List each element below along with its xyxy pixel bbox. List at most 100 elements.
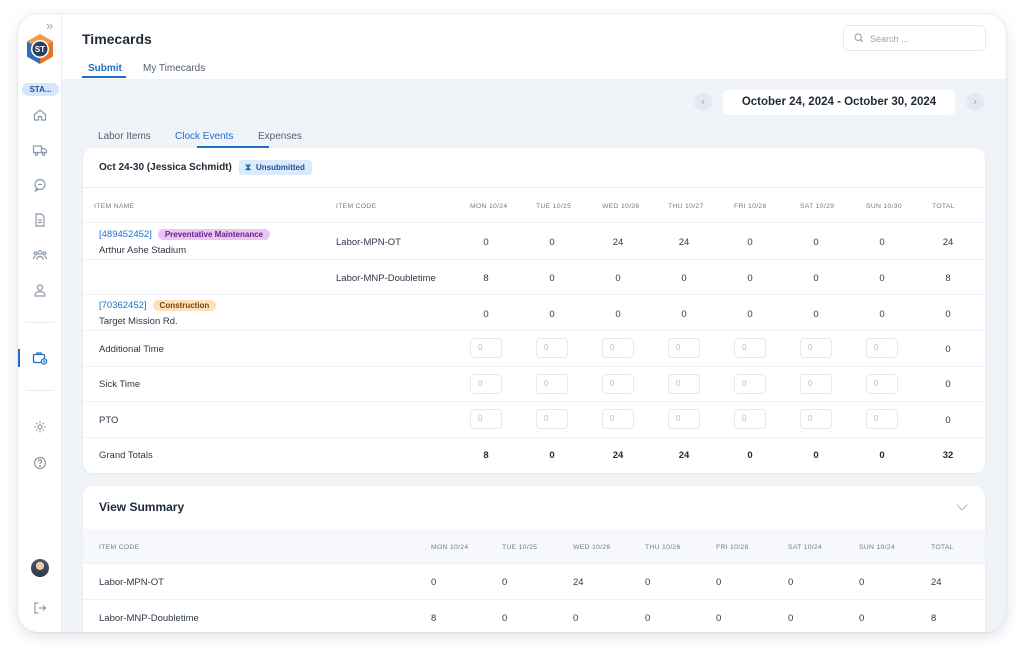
hours-input[interactable]: 0 bbox=[866, 374, 898, 394]
day-value: 0 bbox=[502, 613, 508, 624]
table-header-row: ITEM NAME ITEM CODE MON 10/24 TUE 10/25 … bbox=[83, 188, 985, 223]
day-value: 24 bbox=[573, 577, 584, 588]
column-header: SUN 10/24 bbox=[859, 544, 895, 551]
row-total: 8 bbox=[931, 613, 937, 624]
day-value: 0 bbox=[549, 237, 555, 248]
total-value: 8 bbox=[483, 450, 489, 461]
subtab-expenses[interactable]: Expenses bbox=[258, 131, 302, 142]
table-row[interactable]: Labor-MNP-Doubletime 8 0 0 0 0 0 0 8 bbox=[83, 260, 985, 295]
tab-submit[interactable]: Submit bbox=[88, 63, 122, 74]
row-total: 0 bbox=[945, 344, 951, 355]
day-value: 0 bbox=[859, 577, 865, 588]
item-id-link[interactable]: [70362452] bbox=[99, 300, 147, 311]
expand-sidebar-icon[interactable]: » bbox=[46, 18, 53, 33]
day-value: 0 bbox=[615, 309, 621, 320]
column-header: WED 10/26 bbox=[602, 203, 640, 210]
hours-input[interactable]: 0 bbox=[668, 338, 700, 358]
hours-input[interactable]: 0 bbox=[800, 409, 832, 429]
table-row[interactable]: [489452452] Preventative Maintenance Arth… bbox=[83, 223, 985, 260]
team-icon[interactable] bbox=[32, 247, 48, 263]
hours-input[interactable]: 0 bbox=[470, 374, 502, 394]
day-value: 0 bbox=[879, 309, 885, 320]
table-row[interactable]: [70362452] Construction Target Mission Rd… bbox=[83, 295, 985, 331]
help-icon[interactable] bbox=[32, 455, 48, 471]
total-value: 0 bbox=[813, 450, 819, 461]
hours-input[interactable]: 0 bbox=[602, 338, 634, 358]
avatar[interactable] bbox=[31, 559, 49, 577]
hours-input[interactable]: 0 bbox=[866, 338, 898, 358]
column-header: THU 10/26 bbox=[645, 544, 681, 551]
workspace-badge[interactable]: STA... bbox=[22, 83, 59, 96]
additional-time-row: Additional Time 0 0 0 0 0 0 0 0 bbox=[83, 331, 985, 367]
logo[interactable]: ST bbox=[24, 33, 56, 65]
tab-my-timecards[interactable]: My Timecards bbox=[143, 63, 206, 74]
truck-icon[interactable] bbox=[32, 142, 48, 158]
total-value: 24 bbox=[678, 450, 690, 461]
day-value: 0 bbox=[879, 273, 885, 284]
hourglass-icon: ⧗ bbox=[245, 162, 252, 172]
timecard-period-title: Oct 24-30 (Jessica Schmidt) bbox=[99, 162, 232, 173]
sidebar-divider bbox=[26, 322, 54, 323]
app-window: » ST STA... bbox=[18, 14, 1006, 632]
header: Timecards Submit My Timecards bbox=[62, 14, 1006, 79]
logout-icon[interactable] bbox=[32, 600, 48, 616]
hours-input[interactable]: 0 bbox=[470, 409, 502, 429]
day-value: 24 bbox=[678, 237, 690, 248]
column-header: TOTAL bbox=[932, 203, 955, 210]
total-value: 0 bbox=[879, 450, 885, 461]
hours-input[interactable]: 0 bbox=[800, 338, 832, 358]
day-value: 0 bbox=[716, 577, 722, 588]
hours-input[interactable]: 0 bbox=[536, 409, 568, 429]
search-box[interactable] bbox=[843, 25, 986, 51]
summary-title[interactable]: View Summary bbox=[99, 500, 185, 514]
chat-icon[interactable] bbox=[32, 177, 48, 193]
day-value: 0 bbox=[681, 273, 687, 284]
hours-input[interactable]: 0 bbox=[734, 409, 766, 429]
column-header: MON 10/24 bbox=[470, 203, 508, 210]
timecard-icon[interactable] bbox=[32, 350, 48, 366]
hours-input[interactable]: 0 bbox=[536, 374, 568, 394]
row-label: Additional Time bbox=[99, 344, 164, 355]
day-value: 0 bbox=[483, 237, 489, 248]
card-header: Oct 24-30 (Jessica Schmidt) ⧗ Unsubmitte… bbox=[83, 148, 985, 188]
grand-total: 32 bbox=[942, 450, 954, 461]
subtab-labor-items[interactable]: Labor Items bbox=[98, 131, 151, 142]
day-value: 8 bbox=[431, 613, 437, 624]
day-value: 0 bbox=[645, 613, 651, 624]
subtab-underline bbox=[197, 146, 269, 148]
previous-week-button[interactable]: ‹ bbox=[694, 93, 712, 111]
summary-card: View Summary ITEM CODE MON 10/24 TUE 10/… bbox=[83, 486, 985, 632]
row-total: 0 bbox=[945, 379, 951, 390]
hours-input[interactable]: 0 bbox=[734, 374, 766, 394]
hours-input[interactable]: 0 bbox=[602, 374, 634, 394]
status-badge: ⧗ Unsubmitted bbox=[239, 160, 312, 175]
settings-icon[interactable] bbox=[32, 419, 48, 435]
day-value: 0 bbox=[573, 613, 579, 624]
hours-input[interactable]: 0 bbox=[536, 338, 568, 358]
column-header: THU 10/27 bbox=[668, 203, 704, 210]
subtab-clock-events[interactable]: Clock Events bbox=[175, 131, 234, 142]
summary-header-row: ITEM CODE MON 10/24 TUE 10/25 WED 10/26 … bbox=[83, 529, 985, 564]
document-icon[interactable] bbox=[32, 212, 48, 228]
day-value: 0 bbox=[788, 613, 794, 624]
hours-input[interactable]: 0 bbox=[470, 338, 502, 358]
item-id-link[interactable]: [489452452] bbox=[99, 229, 152, 240]
search-input[interactable] bbox=[870, 30, 980, 47]
active-indicator bbox=[18, 349, 20, 367]
hours-input[interactable]: 0 bbox=[800, 374, 832, 394]
day-value: 0 bbox=[788, 577, 794, 588]
total-value: 0 bbox=[747, 450, 753, 461]
day-value: 24 bbox=[612, 237, 624, 248]
chevron-down-icon[interactable] bbox=[956, 499, 968, 511]
next-week-button[interactable]: › bbox=[966, 93, 984, 111]
column-header: WED 10/26 bbox=[573, 544, 611, 551]
user-icon[interactable] bbox=[32, 282, 48, 298]
hours-input[interactable]: 0 bbox=[734, 338, 766, 358]
date-range[interactable]: October 24, 2024 - October 30, 2024 bbox=[723, 90, 955, 115]
hours-input[interactable]: 0 bbox=[668, 374, 700, 394]
hours-input[interactable]: 0 bbox=[866, 409, 898, 429]
column-header: SAT 10/29 bbox=[800, 203, 835, 210]
home-icon[interactable] bbox=[32, 107, 48, 123]
hours-input[interactable]: 0 bbox=[602, 409, 634, 429]
hours-input[interactable]: 0 bbox=[668, 409, 700, 429]
